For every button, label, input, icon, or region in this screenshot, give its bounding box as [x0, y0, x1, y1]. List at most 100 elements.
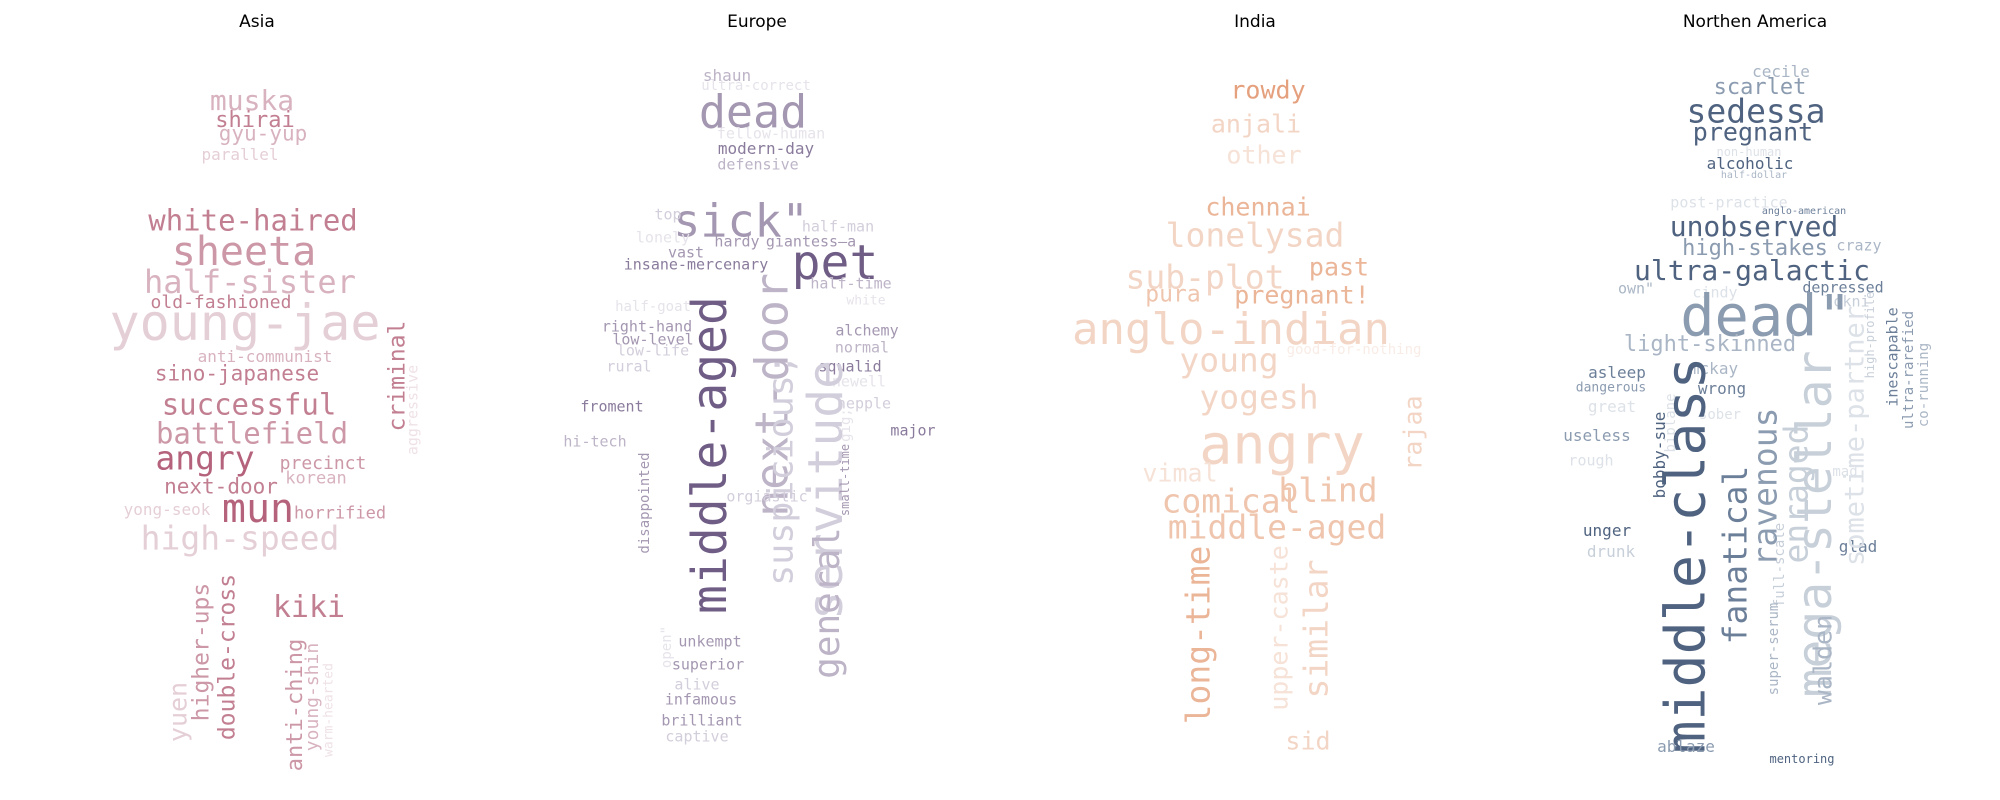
word-asia: sheeta	[171, 229, 317, 275]
word-europe: unkempt	[678, 632, 742, 651]
word-asia: aggressive	[403, 364, 422, 456]
word-india: sub-plot	[1125, 257, 1285, 297]
word-europe: shaun	[702, 66, 752, 85]
panel-title-india: India	[1234, 12, 1276, 32]
word-europe: suspicious;	[761, 354, 802, 586]
word-europe: gig;	[838, 408, 854, 442]
word-europe: alchemy	[835, 321, 899, 340]
word-europe: captive	[665, 727, 729, 746]
word-india: young	[1179, 340, 1279, 380]
word-europe: giantess—a	[765, 232, 857, 251]
word-asia: successful	[161, 387, 337, 422]
word-india: other	[1226, 140, 1302, 170]
word-europe: superior	[671, 655, 745, 674]
word-asia: double-cross	[214, 573, 241, 741]
word-asia: anti-communist	[197, 347, 333, 366]
word-europe: half-goat	[615, 299, 691, 315]
word-india: anjali	[1210, 109, 1302, 139]
word-northen-america: sober	[1698, 407, 1742, 423]
word-asia: higher-ups	[188, 582, 215, 722]
word-asia: shirai	[215, 108, 295, 133]
word-india: long-time	[1178, 545, 1218, 725]
word-asia: muska	[209, 84, 295, 117]
word-northen-america: ultra-rarefied	[1901, 310, 1917, 430]
word-asia: horrified	[293, 503, 387, 524]
word-northen-america: non-human	[1716, 145, 1782, 159]
word-europe: modern-day	[717, 139, 815, 158]
word-northen-america: ablaze	[1657, 737, 1715, 756]
word-northen-america: great	[1587, 397, 1637, 416]
word-europe: half-time	[810, 274, 892, 293]
word-northen-america: useless	[1563, 426, 1631, 445]
word-europe: pet	[791, 235, 879, 291]
word-europe: froment	[580, 397, 644, 416]
word-india: similar	[1296, 559, 1336, 699]
word-northen-america: dangerous	[1575, 380, 1647, 396]
word-northen-america: lokni	[1824, 292, 1870, 311]
word-northen-america: mentoring	[1769, 752, 1835, 766]
word-asia: warm-hearted	[321, 663, 337, 757]
word-europe: sick"	[673, 194, 809, 248]
word-india: anglo-indian	[1072, 304, 1390, 355]
word-europe: alive	[674, 675, 720, 694]
word-europe: lonely	[635, 228, 691, 247]
word-asia: mun	[221, 486, 295, 532]
word-asia: gyu-yup	[218, 121, 308, 146]
word-india: chennai	[1205, 192, 1311, 222]
word-northen-america: half-dollar	[1720, 170, 1788, 181]
word-asia: parallel	[201, 145, 279, 164]
word-northen-america: mad	[1832, 464, 1858, 480]
panel-title-northen-america: Northen America	[1682, 12, 1828, 32]
word-europe: disappointed	[637, 452, 653, 554]
word-asia: high-speed	[140, 518, 340, 558]
word-india: vimal	[1142, 458, 1218, 488]
word-northen-america: ultra-galactic	[1633, 254, 1871, 287]
word-northen-america: unobserved	[1669, 210, 1839, 243]
word-northen-america: post-practice	[1670, 193, 1788, 212]
word-europe: rural	[606, 357, 652, 376]
word-northen-america: pregnant	[1692, 117, 1814, 147]
word-europe: ultra-correct	[701, 78, 811, 94]
word-asia: kiki	[272, 590, 346, 625]
word-asia: precinct	[279, 453, 367, 474]
word-northen-america: mckay	[1689, 359, 1739, 378]
word-india: pura	[1145, 281, 1201, 308]
word-northen-america: co-running	[1916, 342, 1932, 428]
word-europe: general	[807, 527, 848, 679]
word-northen-america: drunk	[1586, 542, 1636, 561]
word-asia: young-jae	[109, 294, 381, 352]
word-europe: top	[654, 205, 682, 224]
word-india: comical	[1161, 481, 1301, 521]
word-europe: hi-tech	[563, 432, 627, 451]
word-europe: infamous	[664, 690, 738, 709]
word-northen-america: rough	[1568, 451, 1614, 470]
word-europe: insane-mercenary	[623, 255, 769, 274]
word-europe: half-man	[801, 217, 875, 236]
word-india: blind	[1278, 470, 1378, 510]
word-northen-america: anglo-american	[1761, 206, 1847, 217]
word-asia: battlefield	[155, 416, 349, 451]
word-india: yogesh	[1199, 377, 1319, 417]
word-europe: right-hand	[601, 317, 693, 336]
word-northen-america: high-stakes	[1682, 236, 1828, 261]
word-india: pregnant!	[1234, 280, 1370, 310]
word-asia: next-door	[164, 474, 278, 499]
word-india: sid	[1285, 726, 1331, 756]
word-northen-america: depressed	[1802, 278, 1884, 297]
word-india: rowdy	[1230, 75, 1306, 105]
word-europe: newell	[831, 372, 887, 391]
word-asia: white-haired	[148, 203, 358, 238]
word-asia: sino-japanese	[154, 361, 320, 386]
word-northen-america: own"	[1617, 279, 1655, 298]
word-europe: defensive	[717, 155, 799, 174]
word-india: past	[1308, 252, 1370, 282]
word-northen-america: sedessa	[1686, 91, 1826, 131]
word-europe: normal	[834, 338, 890, 357]
word-northen-america: inescapable	[1883, 307, 1902, 407]
word-europe: small-time	[838, 443, 852, 517]
word-europe: dead	[698, 85, 808, 139]
word-northen-america: middle-class	[1653, 356, 1718, 754]
panel-title-asia: Asia	[239, 12, 275, 32]
word-northen-america: scarlet	[1713, 75, 1807, 100]
word-asia: old-fashioned	[150, 292, 292, 313]
